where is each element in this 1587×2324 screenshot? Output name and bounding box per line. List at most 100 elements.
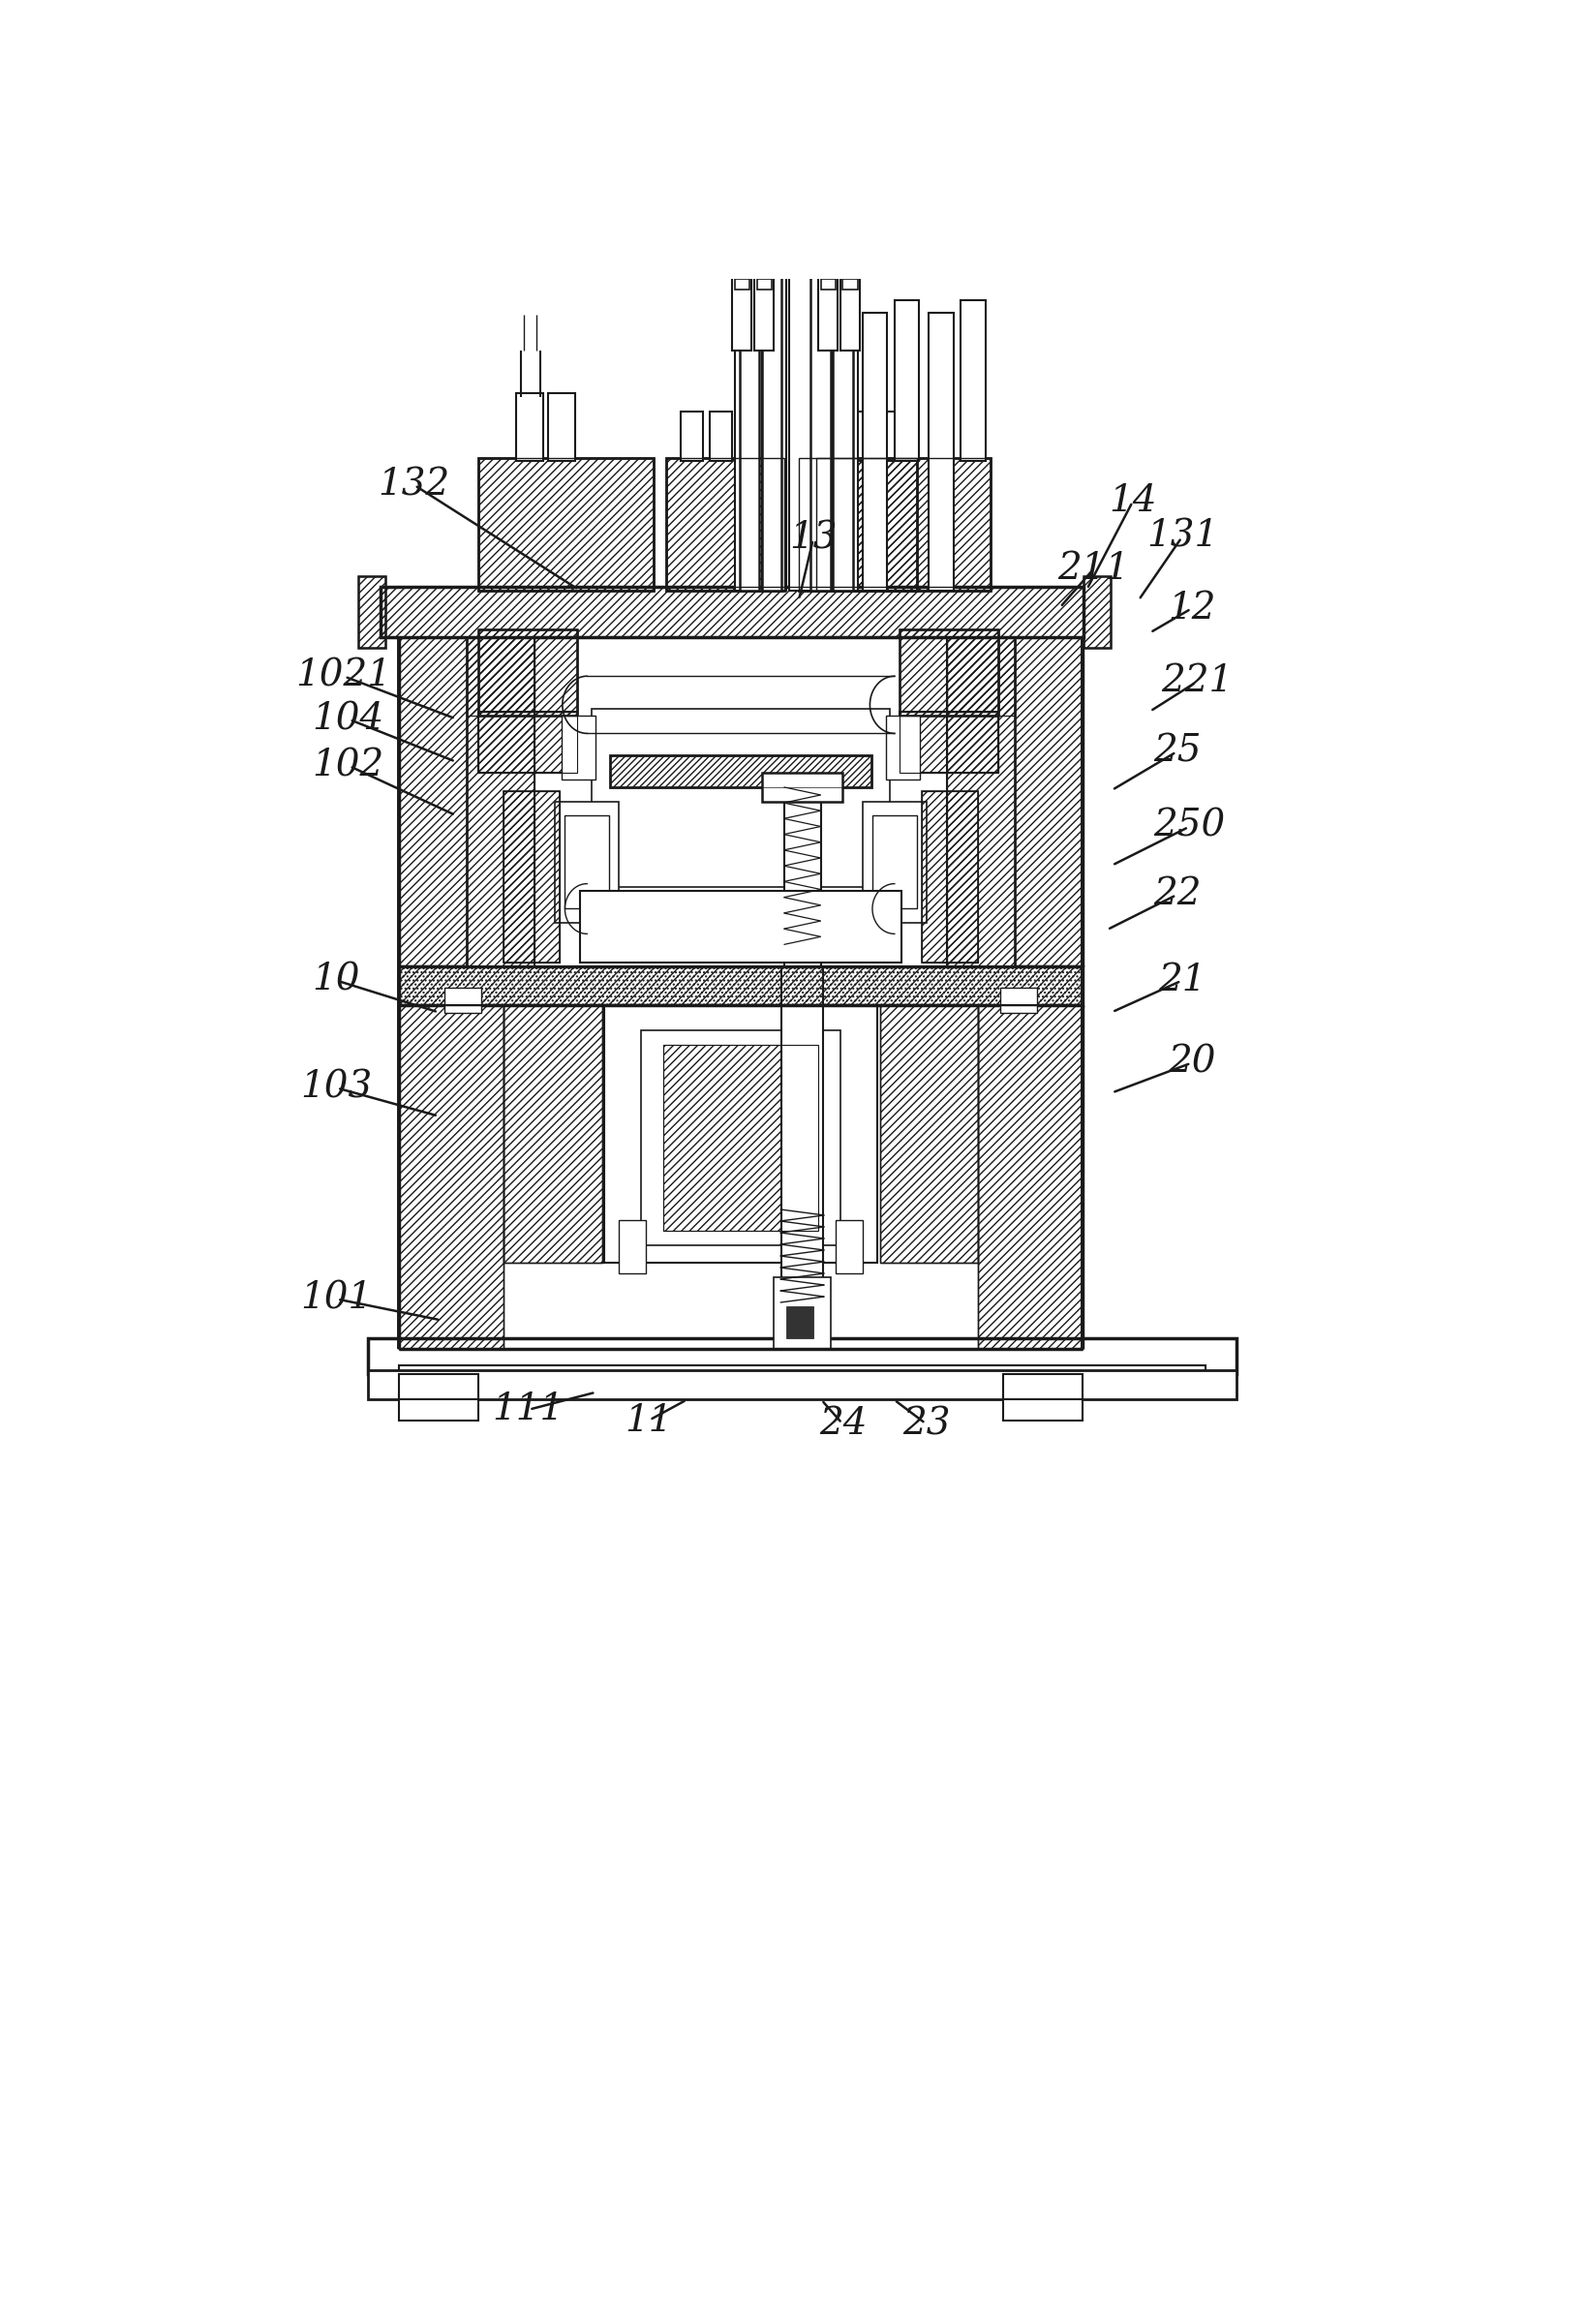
Bar [359,576,386,648]
Text: 103: 103 [300,1069,371,1106]
Bar [579,890,901,962]
Bar [784,781,820,967]
Bar [611,755,871,788]
Bar [398,967,1082,1006]
Bar [467,637,535,716]
Bar [398,1006,503,1348]
Bar [503,1006,601,1264]
Bar [928,314,954,590]
Bar [811,232,830,590]
Text: 11: 11 [625,1404,673,1439]
Bar [841,232,860,351]
Bar [467,637,535,716]
Bar [516,393,543,462]
Bar [833,232,852,590]
Bar [886,716,920,781]
Bar [835,1220,863,1274]
Bar [479,630,578,716]
Bar [947,637,1016,716]
Bar [479,458,654,590]
Bar [879,1006,978,1264]
Bar [663,1046,819,1232]
Bar [900,630,998,716]
Bar [900,711,998,774]
Bar [900,711,998,774]
Text: 1021: 1021 [295,658,392,695]
Bar [444,988,481,1013]
Bar [873,816,917,909]
Bar [789,267,814,590]
Bar [611,755,871,788]
Bar [852,411,874,462]
Bar [757,279,771,290]
Bar [503,790,560,962]
Bar [467,637,535,716]
Text: 250: 250 [1154,809,1225,844]
Bar [503,1006,601,1264]
Bar [709,411,732,462]
Bar [548,393,574,462]
Bar [359,576,386,648]
Bar [562,716,595,781]
Text: 131: 131 [1146,518,1219,555]
Bar [820,279,835,290]
Bar [368,1339,1236,1373]
Bar [398,1364,1206,1383]
Bar [900,630,998,716]
Bar [479,711,578,774]
Bar [398,967,1082,1006]
Bar [816,458,990,590]
Bar [735,279,749,290]
Bar [879,411,901,462]
Bar [398,637,467,967]
Bar [479,711,578,774]
Bar [479,711,578,774]
Bar [667,458,784,590]
Bar [922,790,978,962]
Bar [740,232,759,590]
Bar [774,1278,830,1348]
Bar [565,816,609,909]
Bar [798,458,917,590]
Bar [611,755,871,788]
Bar [398,967,1082,1006]
Text: 23: 23 [903,1406,951,1443]
Bar [479,458,654,590]
Bar [947,637,1016,716]
Bar [479,630,578,716]
Bar [398,637,467,967]
Bar [947,637,1016,716]
Text: 221: 221 [1162,665,1233,700]
Bar [681,411,703,462]
Text: 104: 104 [313,702,384,737]
Text: 14: 14 [1109,483,1157,518]
Bar [754,232,774,351]
Bar [833,314,857,590]
Bar [816,458,990,590]
Text: 211: 211 [1059,551,1130,586]
Bar [922,790,978,962]
Bar [863,314,887,590]
Text: 132: 132 [378,467,449,502]
Bar [863,802,927,923]
Bar [1084,576,1111,648]
Bar [1003,1373,1082,1399]
Bar [467,637,535,967]
Bar [978,1006,1082,1348]
Bar [503,1006,601,1264]
Bar [398,1006,503,1348]
Text: 20: 20 [1168,1046,1216,1081]
Bar [1084,576,1111,648]
Bar [398,1373,479,1399]
Bar [879,1006,978,1264]
Bar [611,755,871,788]
Bar [900,711,998,774]
Bar [398,637,467,967]
Bar [398,967,1082,1006]
Bar [816,458,990,590]
Bar [947,637,1016,967]
Text: 13: 13 [789,521,838,555]
Text: 10: 10 [313,962,360,999]
Bar [1003,1394,1082,1420]
Bar [381,586,1084,637]
